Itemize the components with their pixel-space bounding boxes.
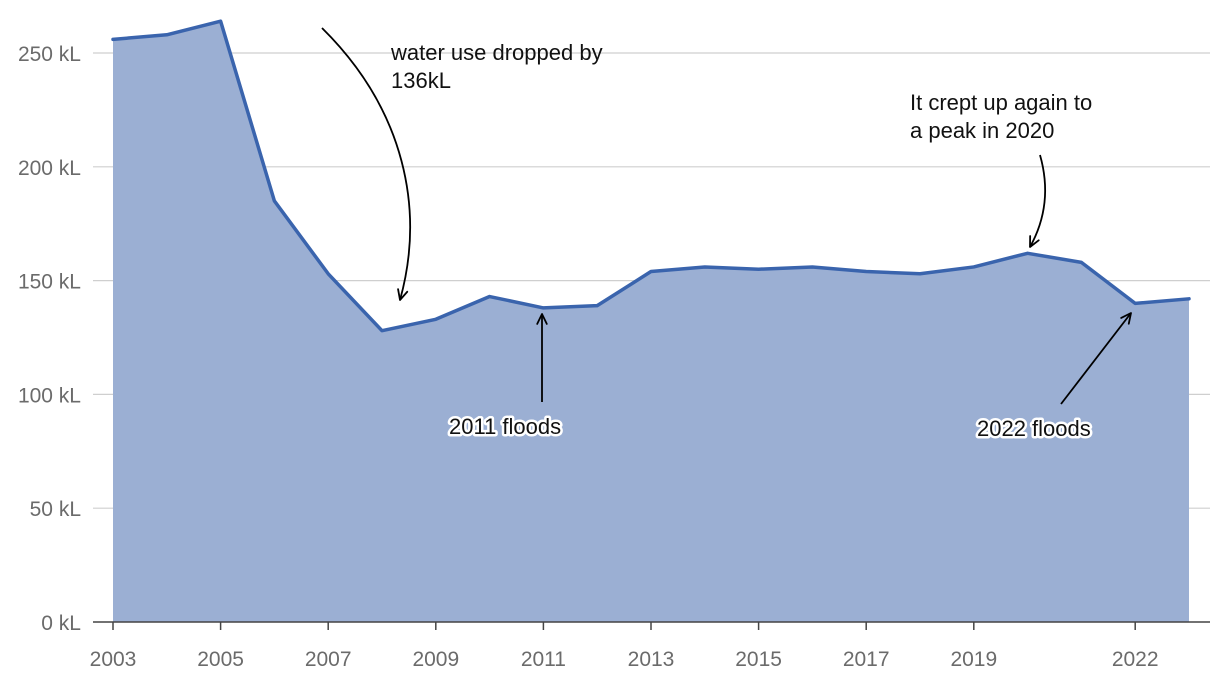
x-tick-label: 2005: [197, 648, 244, 671]
floods-2022-arrow-head: [1120, 312, 1132, 325]
floods-2022-arrow: [1060, 312, 1132, 405]
annotation-drop: water use dropped by 136kL: [390, 40, 609, 93]
peak-arrow-head: [1029, 235, 1040, 248]
y-tick-label: 200 kL: [18, 157, 81, 180]
x-tick-label: 2017: [843, 648, 890, 671]
series-line: [111, 19, 1191, 333]
x-tick-label: 2013: [628, 648, 675, 671]
x-tick-label: 2019: [950, 648, 997, 671]
y-tick-label: 50 kL: [30, 498, 81, 521]
annotation-arrows: [321, 27, 1132, 405]
annotation-2011-floods: 2011 floods: [449, 414, 561, 439]
annotation-2022-floods: 2022 floods: [977, 416, 1091, 441]
x-tick-label: 2003: [90, 648, 137, 671]
annotation-peak: It crept up again to a peak in 2020: [910, 90, 1098, 143]
drop-arrow-head: [397, 288, 409, 301]
x-tick-label: 2007: [305, 648, 352, 671]
x-tick-label: 2022: [1112, 648, 1159, 671]
x-tick-label: 2011: [521, 648, 566, 671]
x-tick-label: 2009: [412, 648, 459, 671]
y-tick-label: 0 kL: [41, 612, 81, 635]
peak-arrow: [1029, 154, 1047, 248]
y-tick-label: 250 kL: [18, 43, 81, 66]
series-line-layer: [111, 19, 1191, 333]
y-tick-label: 150 kL: [18, 271, 81, 294]
area-fill: [113, 21, 1189, 623]
drop-arrow: [321, 27, 411, 301]
axes: [93, 621, 1210, 630]
x-tick-label: 2015: [735, 648, 782, 671]
floods-2011-arrow-head: [536, 313, 548, 325]
y-tick-label: 100 kL: [18, 384, 81, 407]
tick-labels: 0 kL 50 kL 100 kL 150 kL 200 kL 250 kL 2003 200…: [18, 43, 1159, 671]
area-fill-layer: [113, 21, 1189, 623]
